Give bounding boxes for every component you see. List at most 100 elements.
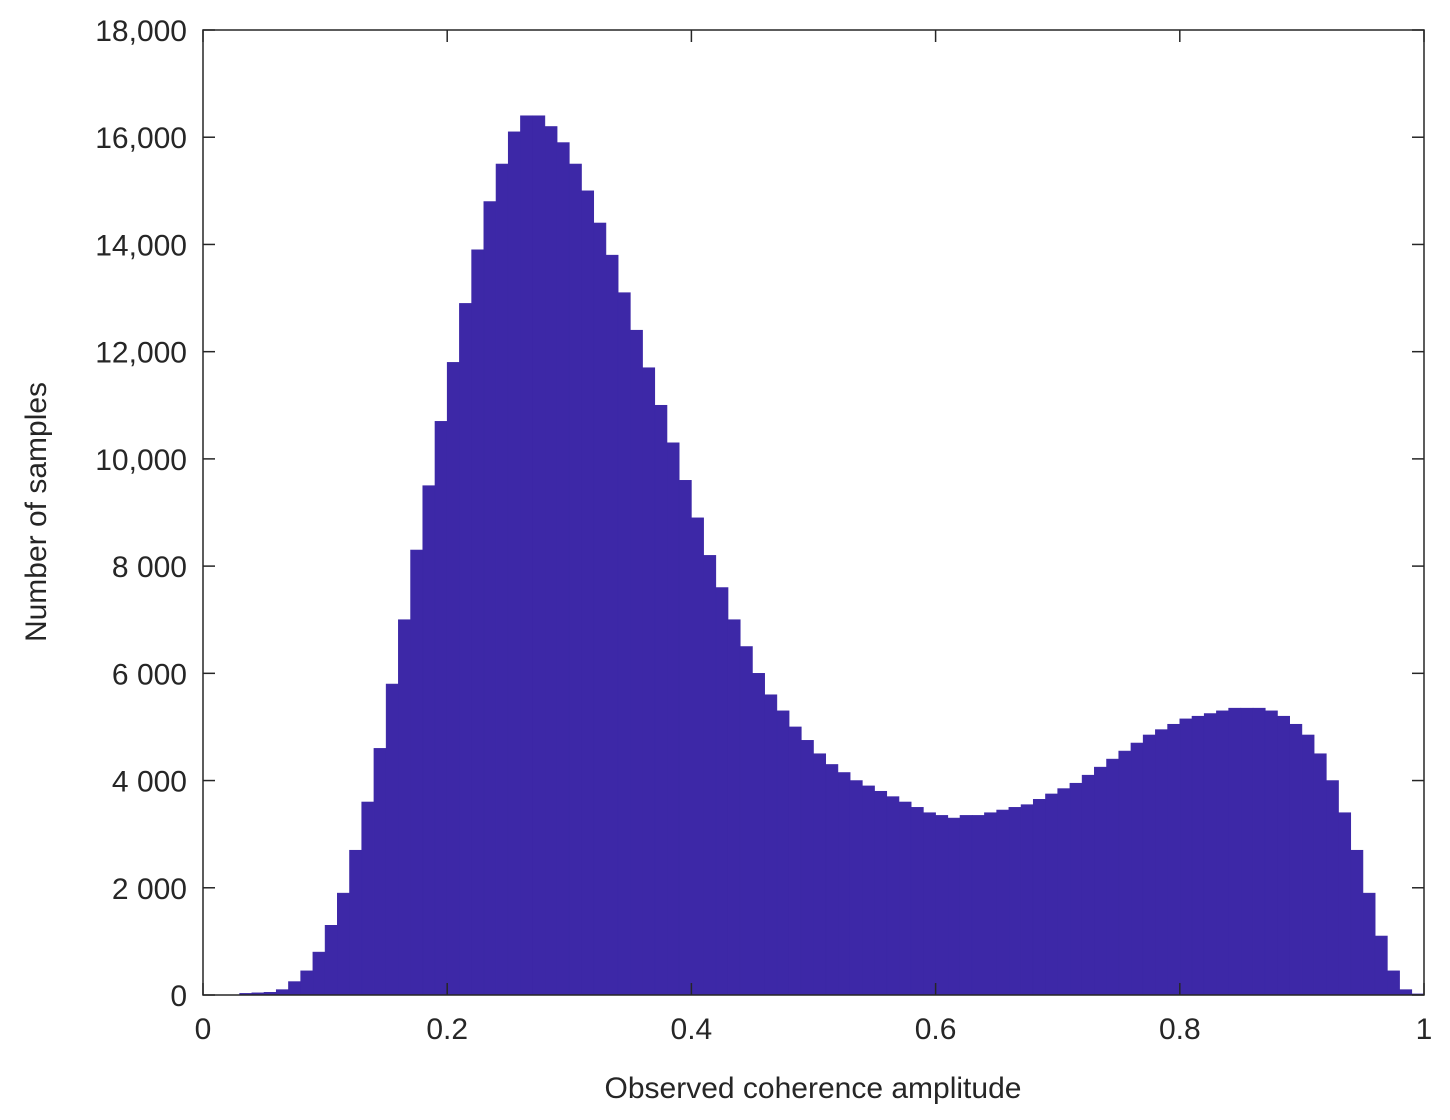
bar bbox=[1399, 989, 1413, 996]
bar bbox=[1240, 707, 1254, 996]
bar bbox=[422, 485, 436, 996]
bar bbox=[324, 925, 338, 996]
bar bbox=[300, 970, 314, 996]
bar bbox=[581, 190, 595, 996]
y-tick-label: 10,000 bbox=[95, 444, 187, 477]
bar bbox=[483, 201, 497, 996]
bar bbox=[898, 801, 912, 996]
bar bbox=[825, 764, 839, 996]
y-tick-label: 18,000 bbox=[95, 15, 187, 48]
bar bbox=[1032, 799, 1046, 996]
bar bbox=[1069, 782, 1083, 996]
bar bbox=[788, 726, 802, 996]
bar bbox=[568, 163, 582, 996]
bar bbox=[1326, 780, 1339, 996]
bar bbox=[1142, 734, 1156, 996]
bar bbox=[862, 785, 875, 996]
y-tick-label: 6 000 bbox=[112, 658, 187, 691]
bar bbox=[678, 480, 692, 996]
bar bbox=[996, 809, 1010, 996]
bar bbox=[1289, 723, 1303, 996]
bar bbox=[1350, 849, 1364, 996]
bar bbox=[1362, 892, 1376, 996]
x-tick-label: 0 bbox=[195, 1013, 212, 1046]
y-tick-label: 4 000 bbox=[112, 766, 187, 799]
bar bbox=[1191, 715, 1205, 996]
y-tick-label: 14,000 bbox=[95, 229, 187, 262]
bar bbox=[398, 619, 411, 996]
bar bbox=[947, 817, 961, 996]
bar bbox=[837, 772, 851, 996]
bar bbox=[410, 549, 424, 996]
x-tick-label: 0.2 bbox=[426, 1013, 468, 1046]
bar bbox=[752, 673, 765, 996]
bar bbox=[532, 115, 546, 996]
bar bbox=[874, 790, 888, 996]
bar bbox=[1045, 793, 1058, 996]
bar bbox=[1155, 729, 1168, 996]
bar bbox=[288, 981, 301, 996]
bar bbox=[800, 740, 814, 996]
bar bbox=[1094, 766, 1107, 996]
bar bbox=[1277, 715, 1290, 996]
bar bbox=[446, 362, 460, 996]
bar bbox=[1057, 788, 1071, 996]
bar bbox=[275, 989, 289, 996]
bar bbox=[764, 694, 778, 996]
bar bbox=[459, 303, 472, 996]
bar bbox=[349, 849, 363, 996]
x-tick-label: 0.8 bbox=[1159, 1013, 1201, 1046]
bar bbox=[1216, 710, 1229, 996]
bar bbox=[556, 142, 570, 996]
bar bbox=[434, 421, 448, 996]
bar bbox=[715, 587, 729, 996]
bar bbox=[923, 812, 936, 996]
bar bbox=[691, 517, 704, 996]
x-tick-label: 0.6 bbox=[915, 1013, 957, 1046]
bar bbox=[1228, 707, 1242, 996]
bar bbox=[666, 442, 680, 996]
bar bbox=[935, 815, 949, 996]
x-axis-label: Observed coherence amplitude bbox=[605, 1072, 1022, 1105]
bar bbox=[593, 222, 607, 996]
bar bbox=[813, 753, 827, 996]
bar bbox=[1203, 713, 1217, 996]
y-axis-label: Number of samples bbox=[20, 382, 53, 642]
bar bbox=[1008, 807, 1022, 996]
y-tick-label: 2 000 bbox=[112, 873, 187, 906]
bar bbox=[1167, 723, 1181, 996]
bar bbox=[1118, 750, 1132, 996]
bar bbox=[1338, 812, 1352, 996]
y-tick-label: 0 bbox=[170, 980, 187, 1013]
bar bbox=[1387, 970, 1400, 996]
y-tick-label: 12,000 bbox=[95, 337, 187, 370]
bar bbox=[1130, 742, 1144, 996]
bar bbox=[385, 683, 399, 996]
plot-frame bbox=[202, 29, 1425, 996]
bar bbox=[544, 126, 558, 996]
bar bbox=[984, 812, 997, 996]
y-tick-label: 16,000 bbox=[95, 122, 187, 155]
bar bbox=[1313, 753, 1327, 996]
bar bbox=[520, 115, 533, 996]
bar bbox=[849, 780, 863, 996]
bar bbox=[1374, 935, 1388, 996]
bar bbox=[642, 367, 656, 996]
bar bbox=[312, 951, 326, 996]
bar bbox=[886, 796, 900, 996]
bar bbox=[959, 815, 973, 996]
x-tick-label: 0.4 bbox=[671, 1013, 713, 1046]
bar bbox=[1301, 734, 1315, 996]
bar bbox=[471, 249, 485, 996]
bar bbox=[1081, 774, 1095, 996]
bar bbox=[1020, 804, 1034, 996]
bar bbox=[495, 163, 509, 996]
bar bbox=[1106, 758, 1120, 996]
bar bbox=[739, 646, 753, 996]
bar bbox=[617, 292, 631, 996]
x-tick-label: 1 bbox=[1416, 1013, 1433, 1046]
bar bbox=[727, 619, 741, 996]
bar bbox=[776, 710, 790, 996]
bar bbox=[1252, 707, 1266, 996]
